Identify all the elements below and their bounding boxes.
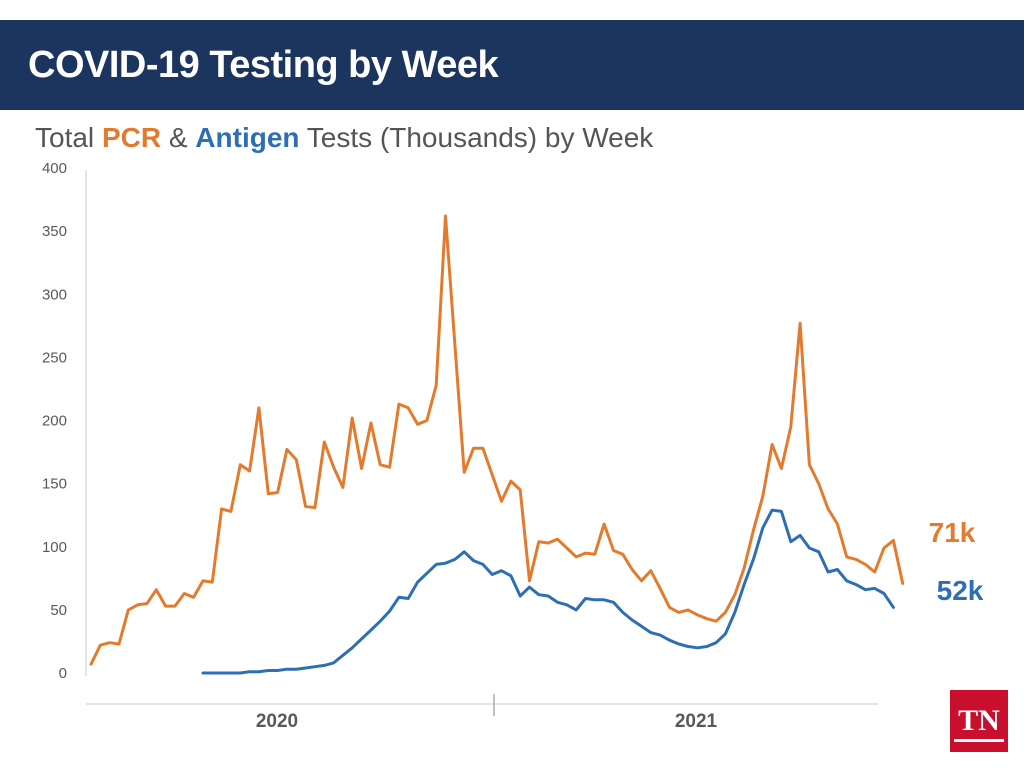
subtitle-antigen: Antigen: [195, 122, 300, 153]
subtitle-amp: &: [161, 122, 196, 153]
y-tick-label: 200: [42, 413, 67, 430]
header-bar: COVID-19 Testing by Week: [0, 20, 1024, 110]
y-tick-label: 150: [42, 476, 67, 493]
chart-subtitle: Total PCR & Antigen Tests (Thousands) by…: [35, 122, 653, 154]
y-tick-label: 400: [42, 160, 67, 177]
series-line-pcr: [89, 214, 905, 666]
subtitle-pcr: PCR: [101, 122, 162, 153]
subtitle-suffix: Tests (Thousands) by Week: [299, 122, 654, 153]
chart-labels: 0 50 100 150 200 250 300 350 400 2020 2021 71k 52k: [42, 160, 984, 732]
y-tick-label: 350: [42, 223, 67, 240]
end-label-antigen: 52k: [937, 575, 984, 606]
y-tick-label: 100: [42, 539, 67, 556]
x-year-label: 2020: [256, 711, 298, 732]
page-title: COVID-19 Testing by Week: [28, 43, 499, 86]
y-tick-label: 250: [42, 349, 67, 366]
chart-lines: [89, 214, 905, 675]
chart-axes: [85, 170, 878, 716]
logo-stripe: [954, 739, 1004, 742]
series-line-antigen: [201, 508, 895, 675]
tn-logo: TN: [950, 690, 1008, 752]
logo-text: TN: [958, 704, 1000, 737]
y-tick-label: 300: [42, 286, 67, 303]
y-tick-label: 0: [59, 665, 67, 682]
x-year-label: 2021: [675, 711, 718, 732]
end-label-pcr: 71k: [929, 517, 976, 548]
subtitle-prefix: Total: [35, 122, 102, 153]
y-tick-label: 50: [50, 602, 67, 619]
